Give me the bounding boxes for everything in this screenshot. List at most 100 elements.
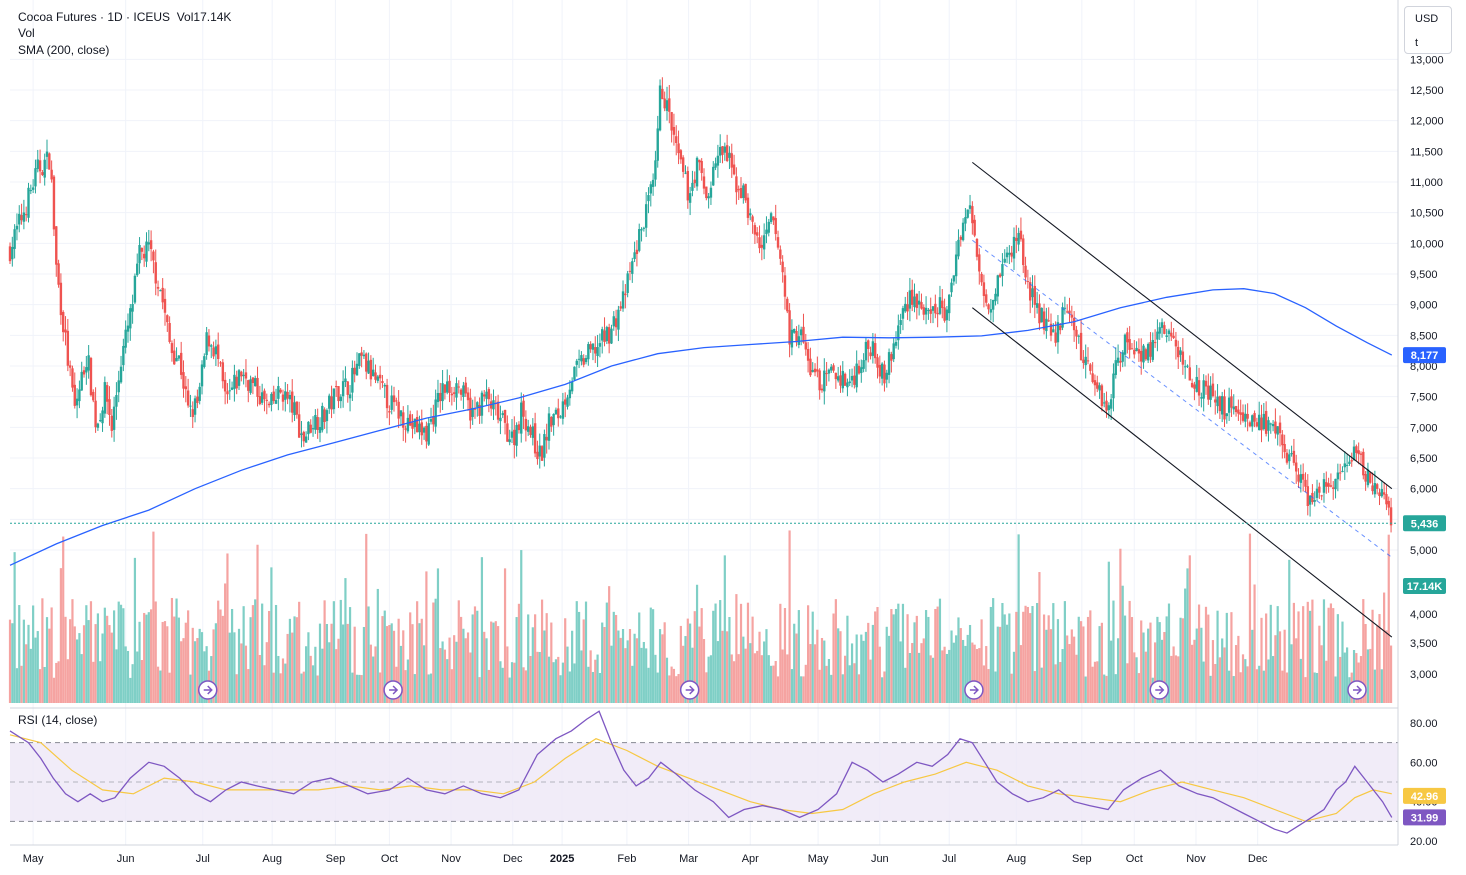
volume-bar <box>1073 636 1076 703</box>
volume-bar <box>180 641 183 703</box>
candle-body <box>388 411 391 413</box>
volume-bar <box>966 634 969 703</box>
candle-body <box>207 335 211 347</box>
volume-bar <box>536 651 539 703</box>
volume-bar <box>682 645 685 703</box>
candle-body <box>1116 357 1120 363</box>
volume-bar <box>274 604 278 703</box>
volume-bar <box>1311 599 1314 703</box>
candle-body <box>304 436 308 443</box>
symbol-title[interactable]: Cocoa Futures · 1D · ICEUS <box>18 10 171 24</box>
candle-body <box>1137 349 1141 354</box>
candle-body <box>365 353 368 372</box>
candle-body <box>429 419 433 422</box>
candle-body <box>635 249 639 255</box>
volume-bar <box>48 628 51 703</box>
time-axis[interactable]: May Jun Jul Aug Sep Oct Nov Dec 2025 Feb Mar Apr May… <box>23 853 1268 865</box>
candle-body <box>1343 463 1346 468</box>
candle-body <box>631 261 634 274</box>
candle-body <box>520 402 523 434</box>
candle-body <box>38 160 42 172</box>
volume-bar <box>471 614 474 703</box>
candle-body <box>152 251 155 261</box>
candle-body <box>360 352 363 356</box>
price-tick-label: 13,000 <box>1410 54 1444 66</box>
volume-bar <box>864 631 868 703</box>
rsi-ma-line <box>9 734 1392 822</box>
candle-body <box>36 159 39 169</box>
volume-bar <box>483 631 486 703</box>
candle-body <box>1387 500 1390 508</box>
descending-channel <box>972 161 1393 638</box>
candle-body <box>642 227 646 229</box>
volume-bar <box>175 598 178 703</box>
candle-body <box>22 212 26 222</box>
candle-body <box>168 322 171 342</box>
candle-body <box>323 409 326 423</box>
candle-body <box>1065 311 1069 313</box>
volume-bar <box>358 674 361 703</box>
volume-bar <box>43 666 46 703</box>
symbol-legend[interactable]: Cocoa Futures · 1D · ICEUS Vol17.14K <box>18 9 231 25</box>
candle-body <box>1183 366 1187 368</box>
candle-body <box>985 294 988 303</box>
volume-bar <box>700 608 703 703</box>
volume-bar <box>281 658 285 703</box>
volume-bar <box>399 645 403 703</box>
volume-bar <box>191 627 194 703</box>
vol-legend[interactable]: Vol <box>18 26 35 40</box>
volume-bar <box>758 631 761 703</box>
candle-body <box>938 297 942 314</box>
volume-bar <box>1156 616 1159 703</box>
rsi-band <box>10 742 1398 822</box>
volume-bar <box>464 638 467 703</box>
currency-unit-button[interactable]: USD t <box>1404 6 1452 54</box>
volume-bar <box>1228 670 1231 703</box>
volume-bar <box>1359 656 1363 703</box>
rsi-legend[interactable]: RSI (14, close) <box>18 713 98 727</box>
sma-legend[interactable]: SMA (200, close) <box>18 43 110 57</box>
candle-body <box>1380 489 1384 497</box>
price-axis[interactable]: 13,000 12,500 12,000 11,500 11,000 10,500 10,0… <box>1410 54 1444 681</box>
sma-last-badge-bg <box>1403 347 1446 364</box>
volume-bar <box>1022 611 1025 703</box>
candle-body <box>1142 345 1145 363</box>
candle-body <box>59 282 63 316</box>
candle-body <box>869 352 872 357</box>
candle-body <box>205 332 208 356</box>
volume-bar <box>1144 651 1147 703</box>
candle-body <box>915 293 919 308</box>
volume-bar <box>739 603 743 703</box>
volume-bar <box>302 671 305 703</box>
volume-bar <box>1362 599 1365 703</box>
volume-bar <box>170 597 174 703</box>
volume-bar <box>605 602 608 703</box>
volume-bar <box>32 605 35 703</box>
volume-bar <box>943 646 946 703</box>
candle-body <box>526 426 530 432</box>
volume-bar <box>402 630 405 703</box>
volume-bar <box>887 635 891 703</box>
event-marker-arrow-0 <box>203 685 213 695</box>
volume-bar <box>478 677 481 703</box>
volume-bar <box>261 603 264 703</box>
candle-body <box>538 445 541 457</box>
volume-bar <box>894 608 898 703</box>
candle-body <box>260 392 264 403</box>
volume-bar <box>122 608 125 703</box>
candle-body <box>476 402 479 408</box>
volume-bar <box>1221 638 1224 703</box>
volume-bar <box>1200 627 1203 703</box>
volume-bar <box>69 619 72 703</box>
volume-bar <box>429 673 433 703</box>
candle-body <box>140 247 144 252</box>
volume-bar <box>1103 674 1106 703</box>
volume-bar <box>1068 644 1071 703</box>
volume-bar <box>545 613 548 703</box>
candle-body <box>508 439 511 443</box>
volume-bar <box>166 626 169 703</box>
candle-body <box>249 379 252 393</box>
candle-body <box>774 218 777 235</box>
